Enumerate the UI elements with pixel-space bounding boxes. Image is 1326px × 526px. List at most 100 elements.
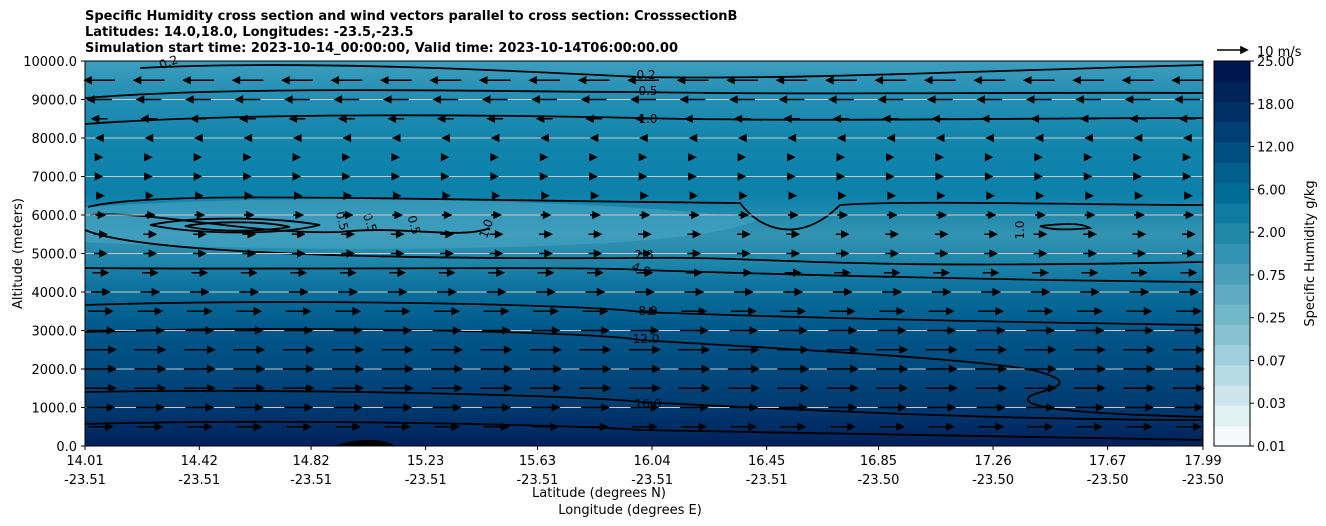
wind-vector	[335, 422, 362, 432]
wind-vector	[437, 287, 457, 297]
wind-vector	[491, 191, 501, 201]
wind-vector	[434, 306, 460, 316]
contour-label: 16.0	[635, 397, 662, 411]
wind-vector	[135, 326, 165, 335]
wind-vector	[828, 326, 858, 335]
wind-vector	[1179, 287, 1199, 297]
wind-vector	[589, 152, 598, 162]
wind-vector	[777, 364, 810, 374]
wind-vector	[684, 287, 705, 297]
wind-vector	[1083, 249, 1097, 258]
wind-vector	[927, 403, 957, 412]
wind-vector	[1075, 95, 1102, 104]
wind-vector	[928, 422, 955, 432]
wind-vector	[784, 268, 802, 278]
wind-vector	[442, 191, 451, 201]
wind-vector	[587, 268, 604, 278]
wind-vector	[490, 133, 500, 143]
wind-vector	[145, 191, 155, 201]
colorbar-band	[1214, 142, 1250, 163]
wind-vector	[933, 268, 951, 278]
wind-vector	[1174, 326, 1204, 335]
wind-vector	[96, 191, 105, 201]
wind-vector	[973, 75, 1006, 85]
wind-vector	[390, 229, 405, 239]
x-tick-lat: 17.26	[974, 454, 1011, 469]
x-tick-lat: 14.82	[292, 454, 329, 469]
wind-vector	[91, 287, 111, 297]
wind-vector	[630, 326, 660, 335]
wind-vector	[729, 326, 759, 335]
wind-vector	[94, 249, 108, 258]
wind-vector	[980, 114, 998, 124]
wind-vector	[432, 95, 459, 104]
wind-vector	[735, 268, 753, 278]
wind-vector	[787, 133, 797, 143]
wind-vector	[886, 210, 898, 220]
wind-vector	[234, 95, 261, 104]
x-tick-lon: -23.51	[746, 473, 788, 488]
contour-line	[84, 89, 1204, 99]
wind-vector	[1075, 403, 1105, 412]
wind-vector	[589, 172, 598, 181]
wind-vector	[737, 172, 747, 181]
wind-vector	[638, 152, 648, 162]
y-tick-label: 1000.0	[32, 402, 78, 417]
wind-vector	[935, 133, 945, 143]
wind-vector	[634, 114, 652, 124]
y-tick-label: 7000.0	[32, 171, 78, 186]
wind-vector	[539, 229, 553, 239]
wind-vector	[192, 229, 207, 239]
wind-vector	[482, 326, 511, 335]
wind-vector	[783, 114, 800, 124]
wind-vector	[440, 229, 454, 239]
wind-vector	[285, 306, 312, 316]
contour-line	[84, 229, 1204, 266]
wind-vector	[1121, 75, 1154, 85]
wind-vector	[778, 326, 808, 335]
title-line-2: Latitudes: 14.0,18.0, Longitudes: -23.5,…	[85, 25, 414, 40]
wind-vector	[1079, 114, 1097, 124]
wind-vector	[787, 172, 796, 181]
wind-vector	[480, 364, 513, 374]
wind-vector	[186, 306, 213, 316]
wind-vector	[431, 345, 463, 355]
wind-vector	[95, 133, 104, 143]
wind-vector	[330, 75, 363, 85]
wind-vector	[685, 268, 703, 278]
wind-vector	[688, 172, 697, 181]
wind-vector	[635, 287, 655, 297]
wind-vector	[630, 95, 656, 104]
wind-vector	[1132, 249, 1147, 258]
colorbar-band	[1214, 263, 1250, 285]
wind-vector	[1134, 191, 1144, 201]
wind-vector	[481, 95, 508, 104]
wind-vector	[1034, 172, 1043, 181]
colorbar-band	[1214, 283, 1250, 305]
wind-vector	[1182, 152, 1192, 162]
wind-vector	[244, 191, 254, 201]
wind-vector	[490, 172, 499, 181]
wind-vector	[186, 422, 213, 432]
wind-vector	[738, 210, 750, 220]
contour-label: 0.2	[636, 68, 655, 82]
wind-vector	[679, 326, 709, 335]
colorbar-band	[1214, 81, 1250, 103]
wind-vector	[886, 133, 896, 143]
wind-vector	[876, 383, 909, 393]
wind-vector	[1123, 345, 1156, 355]
wind-vector	[1034, 152, 1043, 162]
wind-vector	[736, 229, 751, 239]
wind-reference-arrow	[1217, 45, 1249, 55]
wind-vector	[733, 114, 751, 124]
wind-vector	[1030, 287, 1051, 297]
wind-vector	[88, 306, 114, 316]
wind-vector	[537, 268, 555, 278]
colorbar-band	[1214, 405, 1250, 427]
colorbar-band	[1214, 243, 1250, 265]
wind-vector	[787, 210, 799, 220]
wind-vector	[837, 133, 846, 143]
wind-vector	[639, 210, 651, 220]
wind-vector	[1074, 364, 1106, 374]
contour-line	[184, 221, 291, 232]
